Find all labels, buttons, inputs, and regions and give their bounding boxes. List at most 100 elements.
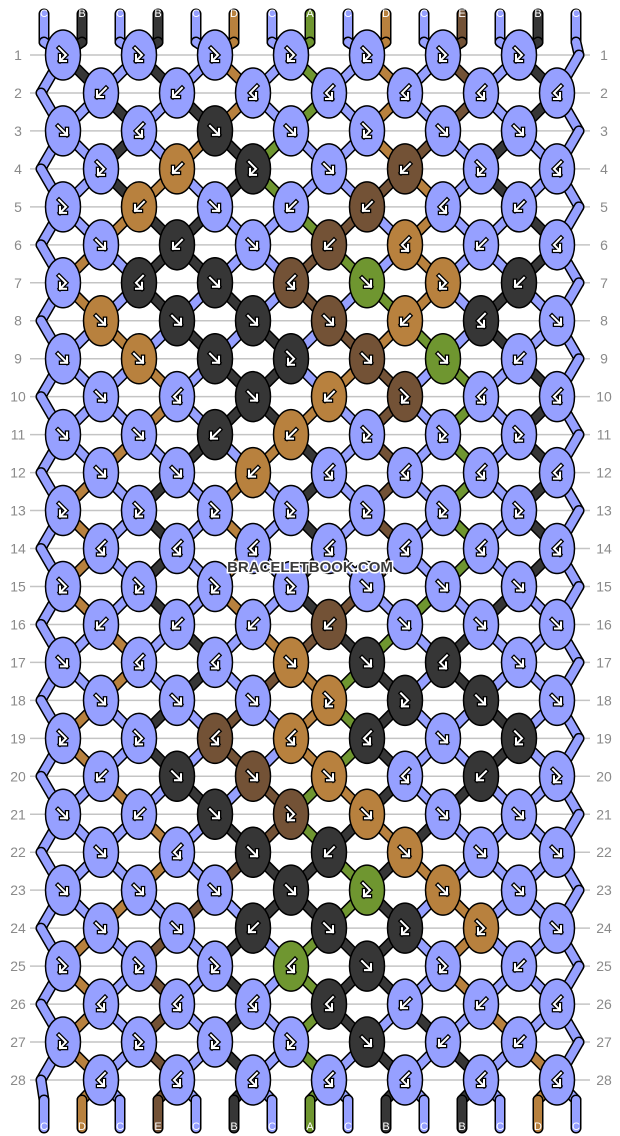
knot-f-arrow-icon (282, 882, 299, 898)
knot-bf-arrow-icon (246, 993, 261, 1014)
knot (348, 940, 386, 992)
arrow-stroke (59, 54, 67, 62)
row-number-right: 8 (600, 313, 608, 329)
arrow-stroke (135, 585, 143, 594)
knot-fb-arrow-icon (131, 728, 146, 748)
knot-f-arrow-icon (510, 578, 527, 594)
knot-fb-arrow-icon (283, 804, 298, 824)
strand-label-bottom: D (534, 1121, 542, 1133)
knot (386, 826, 424, 878)
arrow-stroke (97, 1079, 105, 1087)
row-number-right: 17 (596, 654, 612, 670)
arrow-stroke (436, 807, 449, 820)
row-number-left: 13 (10, 503, 26, 519)
knot-b-arrow-icon (245, 919, 262, 936)
knot-fb-arrow-icon (435, 424, 450, 444)
knot (44, 1016, 82, 1068)
arrow-stroke (247, 160, 258, 177)
arrow-stroke (513, 426, 524, 443)
arrow-stroke (364, 355, 372, 364)
knot (120, 105, 158, 157)
knot (538, 370, 576, 423)
arrow-stroke (287, 54, 295, 62)
knot (538, 750, 576, 803)
knot-fb-arrow-icon (435, 500, 450, 520)
knot-fb-arrow-icon (283, 500, 298, 520)
arrow-stroke (476, 773, 484, 782)
arrow-stroke (212, 279, 220, 288)
knot-f-arrow-icon (548, 919, 565, 936)
arrow-stroke (512, 883, 525, 896)
arrow-stroke (59, 509, 67, 518)
arrow-stroke (94, 390, 107, 403)
arrow-stroke (212, 887, 220, 896)
knot (234, 522, 272, 575)
knot-b-arrow-icon (321, 616, 338, 632)
knot (158, 294, 196, 347)
knot-f-arrow-icon (168, 312, 185, 328)
knot-f-arrow-icon (244, 236, 261, 252)
knot-b-arrow-icon (169, 236, 186, 252)
arrow-stroke (514, 279, 522, 288)
row-number-left: 17 (10, 654, 26, 670)
arrow-stroke (324, 241, 332, 250)
arrow-stroke (516, 659, 524, 668)
row-number-left: 20 (10, 768, 26, 784)
arrow-stroke (284, 655, 297, 668)
arrow-stroke (478, 849, 486, 858)
knot (500, 408, 538, 461)
knot-f-arrow-icon (206, 350, 223, 366)
strand-label-bottom: C (344, 1121, 352, 1133)
knot-f-arrow-icon (434, 806, 451, 822)
knot (424, 712, 462, 765)
strand-label-top: C (116, 8, 124, 20)
arrow-stroke (437, 1035, 450, 1048)
knot (310, 143, 348, 195)
strand-label-top: A (306, 8, 314, 20)
arrow-stroke (436, 352, 449, 365)
knot (424, 636, 462, 689)
knot (348, 1016, 386, 1068)
arrow-stroke (98, 241, 106, 250)
arrow-stroke (326, 925, 334, 934)
knot-bf-arrow-icon (322, 82, 337, 103)
arrow-stroke (439, 281, 447, 290)
arrow-stroke (550, 693, 563, 706)
arrow-stroke (325, 471, 333, 480)
arrow-stroke (248, 1071, 259, 1088)
arrow-stroke (554, 317, 562, 326)
arrow-stroke (248, 84, 259, 101)
arrow-stroke (287, 509, 295, 518)
arrow-stroke (399, 388, 410, 405)
knot (348, 636, 386, 689)
strand-label-top: C (344, 8, 352, 20)
knot-bf-arrow-icon (436, 196, 451, 217)
arrow-stroke (513, 959, 526, 972)
knot (386, 750, 424, 803)
knot (348, 484, 386, 537)
arrow-stroke (325, 1079, 333, 1087)
knot (424, 29, 462, 81)
knot (82, 674, 120, 727)
strand-label-bottom: C (116, 1121, 124, 1133)
knot-b-arrow-icon (93, 768, 110, 784)
row-number-right: 26 (596, 996, 612, 1012)
knot (500, 712, 538, 765)
row-number-right: 12 (596, 465, 612, 481)
arrow-stroke (284, 124, 297, 137)
knot (196, 712, 234, 765)
arrow-stroke (513, 729, 524, 746)
knot-f-arrow-icon (282, 654, 299, 670)
row-number-left: 16 (10, 616, 26, 632)
row-number-left: 24 (10, 920, 26, 936)
knot (310, 826, 348, 878)
arrow-stroke (552, 995, 563, 1012)
arrow-stroke (364, 811, 372, 820)
knot-f-arrow-icon (92, 692, 109, 708)
strand-label-top: C (572, 8, 580, 20)
knot (158, 522, 196, 575)
arrow-stroke (323, 238, 336, 251)
arrow-stroke (322, 314, 335, 327)
